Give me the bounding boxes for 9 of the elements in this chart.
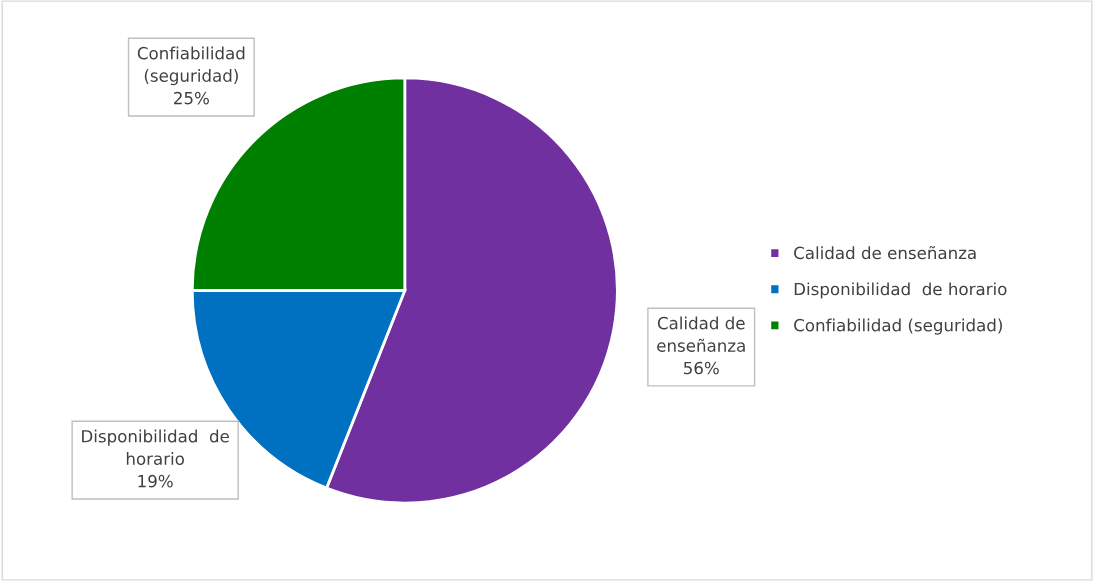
legend-label: Calidad de enseñanza	[794, 246, 976, 260]
data-label: 56%	[684, 361, 719, 375]
slice-label: Calidad de enseñanza	[657, 316, 745, 352]
slice-label: Confiabilidad (seguridad)	[137, 46, 245, 86]
legend-label: Confiabilidad (seguridad)	[794, 318, 1002, 335]
data-label: 25%	[174, 91, 209, 105]
data-label: 19%	[138, 474, 173, 488]
slice-label: Disponibilidad de horario	[82, 429, 229, 465]
legend-label: Disponibilidad de horario	[794, 282, 1007, 299]
